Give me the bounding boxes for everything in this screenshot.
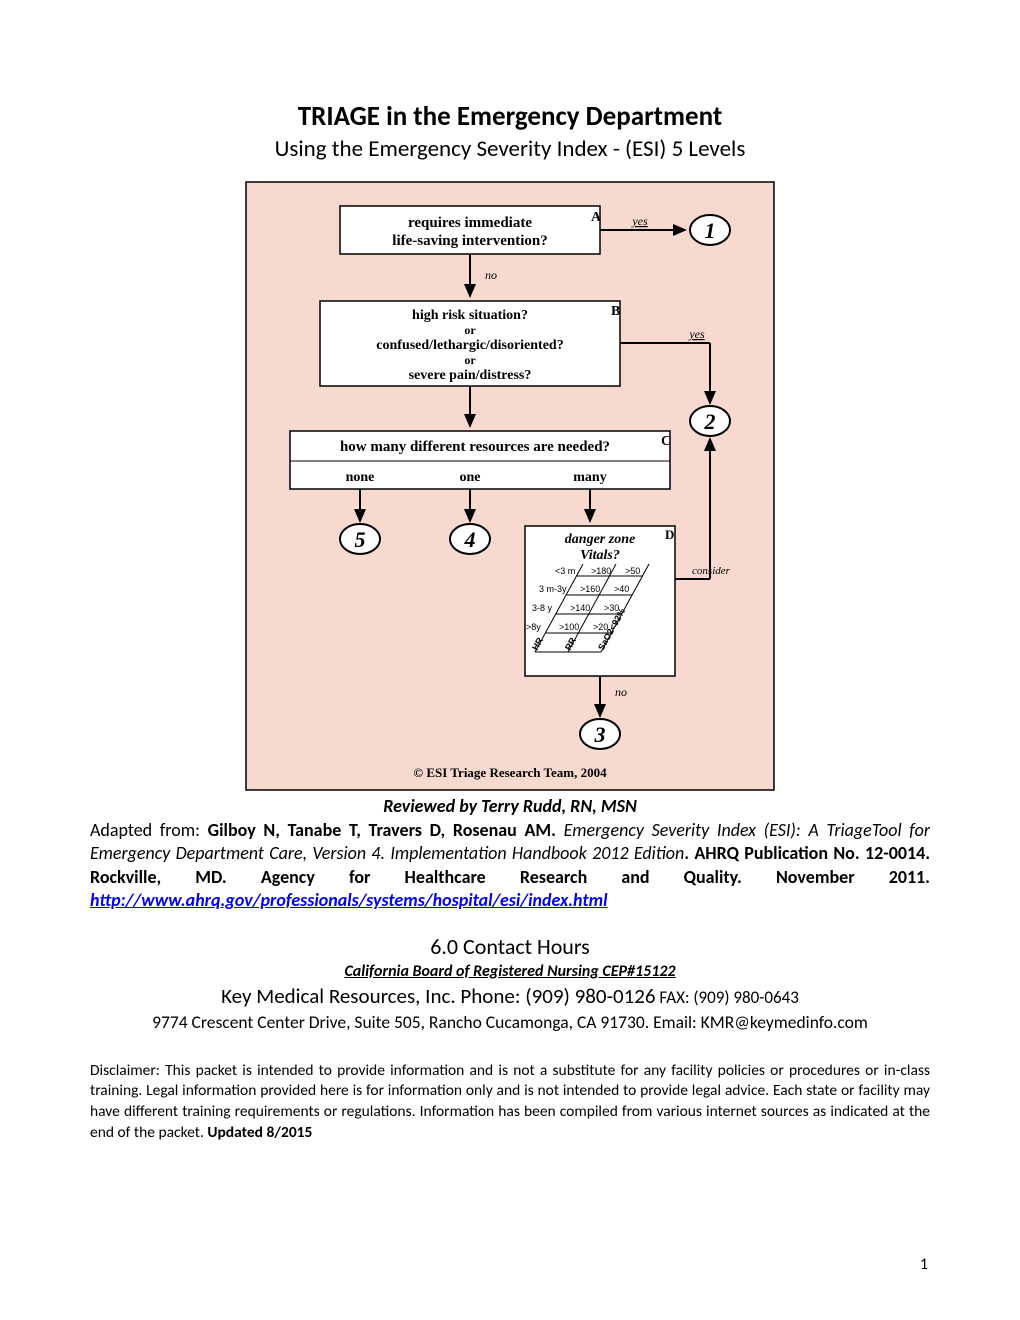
box-c-label: C: [661, 434, 671, 449]
box-c-title: how many different resources are needed?: [340, 439, 610, 455]
box-b-line2: confused/lethargic/disoriented?: [376, 338, 563, 353]
disclaimer-block: Disclaimer: This packet is intended to p…: [90, 1061, 930, 1145]
company-main: Key Medical Resources, Inc. Phone: (909)…: [221, 983, 655, 1009]
page: TRIAGE in the Emergency Department Using…: [0, 0, 1020, 1320]
diagram-copyright: © ESI Triage Research Team, 2004: [413, 765, 607, 780]
vitals-r1-age: <3 m: [555, 566, 575, 576]
level-2-text: 2: [704, 409, 716, 434]
vitals-r4-hr: >100: [559, 622, 579, 632]
cep-number: California Board of Registered Nursing C…: [90, 962, 930, 981]
level-1-text: 1: [705, 218, 716, 243]
box-b-label: B: [611, 304, 620, 319]
box-d-line1: danger zone: [565, 532, 635, 547]
box-a-line2: life-saving intervention?: [392, 233, 547, 249]
citation-link[interactable]: http://www.ahrq.gov/professionals/system…: [90, 889, 608, 911]
box-c-one: one: [460, 470, 481, 485]
citation-adapted: Adapted from:: [90, 819, 208, 841]
vitals-r1-rr: >50: [625, 566, 640, 576]
box-b-yes: yes: [688, 327, 705, 341]
page-title: TRIAGE in the Emergency Department: [90, 100, 930, 133]
level-4-text: 4: [464, 527, 476, 552]
vitals-r2-age: 3 m-3y: [539, 584, 567, 594]
company-fax: FAX: (909) 980-0643: [656, 987, 799, 1008]
contact-hours: 6.0 Contact Hours: [90, 933, 930, 960]
vitals-r4-age: >8y: [526, 622, 541, 632]
box-c-many: many: [573, 470, 606, 485]
citation-block: Adapted from: Gilboy N, Tanabe T, Traver…: [90, 819, 930, 913]
address-line: 9774 Crescent Center Drive, Suite 505, R…: [90, 1011, 930, 1033]
company-line: Key Medical Resources, Inc. Phone: (909)…: [90, 983, 930, 1009]
box-c-none: none: [346, 470, 375, 485]
vitals-r2-rr: >40: [614, 584, 629, 594]
box-d-no: no: [615, 685, 627, 699]
box-b-line1: high risk situation?: [412, 308, 528, 323]
vitals-r2-hr: >160: [580, 584, 600, 594]
vitals-r1-hr: >180: [591, 566, 611, 576]
level-5-text: 5: [355, 527, 366, 552]
box-a-label: A: [591, 210, 602, 225]
disclaimer-updated: Updated 8/2015: [207, 1123, 312, 1142]
box-b-or1: or: [464, 323, 476, 337]
diagram-container: A requires immediate life-saving interve…: [90, 181, 930, 791]
box-a-yes: yes: [631, 214, 648, 228]
reviewed-by: Reviewed by Terry Rudd, RN, MSN: [90, 795, 930, 817]
box-a-line1: requires immediate: [408, 215, 532, 231]
box-d-line2: Vitals?: [580, 548, 620, 563]
box-a-no: no: [485, 268, 497, 282]
box-b-line3: severe pain/distress?: [409, 368, 532, 383]
level-3-text: 3: [594, 722, 606, 747]
box-d-consider: consider: [692, 565, 731, 577]
citation-authors: Gilboy N, Tanabe T, Travers D, Rosenau A…: [208, 819, 556, 841]
vitals-r3-age: 3-8 y: [532, 603, 553, 613]
page-number: 1: [920, 1255, 928, 1274]
page-subtitle: Using the Emergency Severity Index - (ES…: [90, 135, 930, 163]
box-d-label: D: [665, 527, 674, 542]
vitals-r3-hr: >140: [570, 603, 590, 613]
box-b-or2: or: [464, 353, 476, 367]
esi-flowchart: A requires immediate life-saving interve…: [245, 181, 775, 791]
